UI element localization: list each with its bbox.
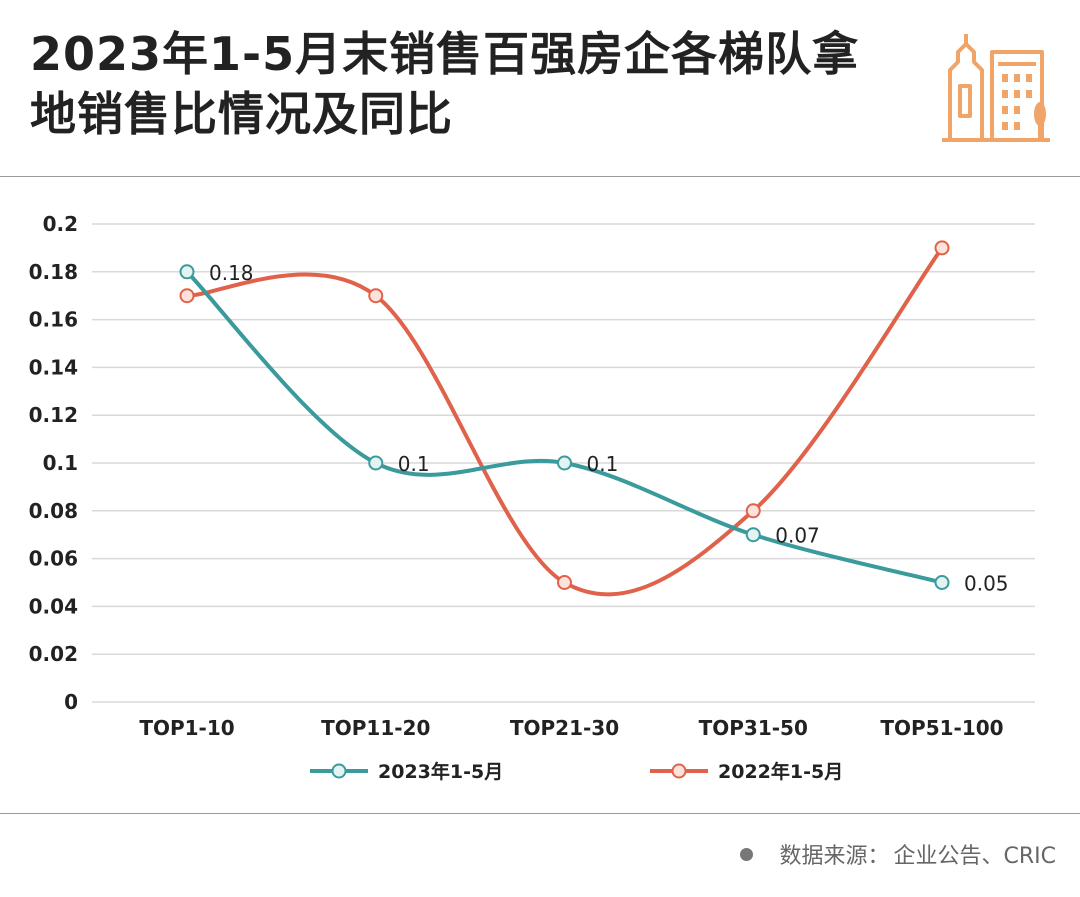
series-line-2023 <box>185 269 944 585</box>
x-tick-label: TOP31-50 <box>699 716 808 740</box>
y-tick-label: 0.2 <box>43 212 78 236</box>
data-point-2023 <box>179 264 195 280</box>
title-divider <box>0 176 1080 177</box>
legend-label: 2022年1-5月 <box>718 760 843 783</box>
data-point-2022 <box>934 240 950 256</box>
grid-lines <box>92 223 1035 703</box>
legend-marker-icon <box>671 763 687 779</box>
y-tick-label: 0.16 <box>29 308 78 332</box>
page-title: 2023年1-5月末销售百强房企各梯队拿地销售比情况及同比 <box>30 27 860 141</box>
data-label: 0.07 <box>775 524 820 548</box>
data-point-2023 <box>745 527 761 543</box>
legend-label: 2023年1-5月 <box>378 760 503 783</box>
legend-marker-icon <box>331 763 347 779</box>
data-labels: 0.18 0.1 0.1 0.07 0.05 <box>209 261 1009 596</box>
building-logo-icon <box>942 34 1050 142</box>
x-axis-ticks: TOP1-10 TOP11-20 TOP21-30 TOP31-50 TOP51-100 <box>139 716 1003 740</box>
data-label: 0.18 <box>209 261 254 285</box>
footer-divider <box>0 813 1080 814</box>
series-lines <box>179 240 950 597</box>
y-tick-label: 0.02 <box>29 642 78 666</box>
data-source: 数据来源： 企业公告、CRIC <box>740 838 1056 870</box>
y-tick-label: 0.12 <box>29 403 78 427</box>
x-tick-label: TOP11-20 <box>321 716 430 740</box>
y-axis-ticks: 0 0.02 0.04 0.06 0.08 0.1 0.12 0.14 0.16 0.18 0.2 <box>29 212 78 714</box>
x-tick-label: TOP51-100 <box>880 716 1003 740</box>
data-point-2022 <box>368 288 384 304</box>
y-tick-label: 0.04 <box>29 594 78 618</box>
y-tick-label: 0.18 <box>29 260 78 284</box>
data-point-2022 <box>557 575 572 590</box>
bullet-dot-icon <box>740 847 754 861</box>
x-tick-label: TOP21-30 <box>510 716 619 740</box>
data-label: 0.05 <box>964 572 1009 596</box>
series-line-2022 <box>185 245 944 597</box>
y-tick-label: 0 <box>64 690 78 714</box>
data-point-2023 <box>934 575 950 590</box>
x-tick-label: TOP1-10 <box>139 716 234 740</box>
line-chart: 00.020.040.060.080.10.120.140.160.180.2 … <box>29 212 1035 783</box>
y-tick-label: 0.08 <box>29 499 78 523</box>
data-point-2023 <box>557 455 572 471</box>
data-point-2022 <box>745 503 761 519</box>
y-tick-label: 0.14 <box>29 355 78 379</box>
data-point-2022 <box>179 288 195 304</box>
legend: 2023年1-5月 2022年1-5月 <box>310 760 843 783</box>
data-point-2023 <box>368 455 384 471</box>
data-label: 0.1 <box>398 452 430 476</box>
source-label: 数据来源： <box>779 844 890 869</box>
source-text: 企业公告、CRIC <box>893 844 1057 869</box>
y-tick-label: 0.1 <box>43 451 78 475</box>
data-label: 0.1 <box>587 452 619 476</box>
y-tick-label: 0.06 <box>29 547 78 571</box>
